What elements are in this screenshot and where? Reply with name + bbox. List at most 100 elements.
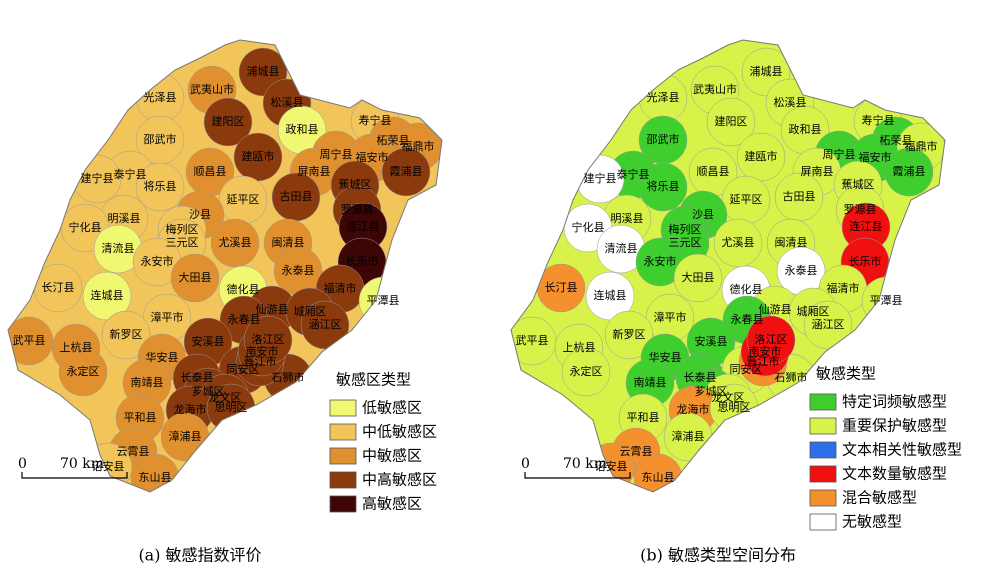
county-label: 南安市 (246, 344, 279, 358)
county-label: 永定区 (67, 364, 100, 378)
county-label: 柘荣县 (880, 133, 913, 147)
county-label: 华安县 (649, 350, 682, 364)
county-area (706, 97, 756, 147)
county-label: 屏南县 (801, 165, 834, 178)
scale-bar (524, 472, 631, 479)
county-label: 涵江区 (309, 317, 342, 331)
caption: (a) 敏感指数评价 (138, 546, 261, 565)
county-label: 福安市 (859, 150, 892, 164)
county-area (243, 315, 293, 365)
county-label: 福清市 (324, 281, 357, 295)
county-label: 上杭县 (563, 340, 596, 354)
county-label: 长乐市 (346, 254, 379, 268)
county-label: 云霄县 (117, 445, 150, 458)
legend-label: 中敏感区 (362, 447, 422, 465)
county-label: 思明区 (718, 401, 751, 414)
legend-title: 敏感类型 (816, 365, 876, 383)
map-panel (511, 40, 945, 492)
county-label: 东山县 (139, 471, 172, 484)
county-label: 梅列区 (166, 222, 199, 236)
county-label: 武夷山市 (190, 82, 234, 96)
legend-label: 文本相关性敏感型 (842, 441, 962, 459)
county-label: 仙游县 (759, 303, 792, 316)
scale-start: 0 (18, 456, 27, 472)
county-label: 寿宁县 (359, 113, 392, 127)
county-label: 同安区 (227, 362, 260, 376)
legend-label: 重要保护敏感型 (842, 417, 947, 435)
county-label: 罗源县 (844, 202, 877, 216)
county-area (638, 162, 688, 212)
legend-swatch (329, 471, 357, 489)
legend-swatch (329, 495, 357, 513)
county-label: 光泽县 (144, 90, 177, 104)
legend-swatch (809, 489, 837, 507)
county-label: 长泰县 (684, 370, 717, 384)
county-label: 永春县 (228, 312, 261, 326)
county-label: 连江县 (850, 220, 883, 233)
county-label: 宁化县 (69, 220, 102, 234)
county-label: 沙县 (189, 208, 211, 221)
county-label: 龙文区 (712, 390, 745, 404)
county-area (381, 147, 431, 197)
county-label: 大田县 (682, 270, 715, 284)
county-label: 延平区 (730, 193, 763, 206)
scale-bar (21, 472, 128, 479)
county-label: 三元区 (669, 236, 702, 249)
county-label: 云霄县 (620, 445, 653, 458)
county-label: 石狮市 (775, 370, 808, 384)
county-label: 三元区 (166, 236, 199, 249)
county-area (746, 315, 796, 365)
county-label: 蕉城区 (339, 178, 372, 191)
county-label: 顺昌县 (194, 165, 227, 178)
county-label: 永春县 (731, 312, 764, 326)
county-label: 周宁县 (823, 147, 856, 161)
county-label: 闽清县 (272, 236, 305, 249)
county-label: 长汀县 (42, 281, 75, 294)
county-label: 德化县 (730, 282, 763, 296)
legend-swatch (809, 393, 837, 411)
county-label: 华安县 (146, 350, 179, 364)
county-label: 芗城区 (192, 385, 225, 398)
legend-label: 中低敏感区 (362, 423, 437, 441)
county-label: 永安市 (141, 254, 174, 268)
county-label: 南靖县 (634, 376, 667, 389)
county-label: 宁化县 (572, 220, 605, 234)
county-label: 平潭县 (870, 294, 903, 307)
county-label: 霞浦县 (893, 165, 926, 178)
legend-swatch (809, 513, 837, 531)
province-outline (7, 39, 443, 493)
county-label: 政和县 (286, 122, 319, 136)
county-label: 仙游县 (256, 303, 289, 316)
county-label: 建阳区 (715, 114, 748, 128)
legend-label: 中高敏感区 (362, 471, 437, 489)
county-label: 沙县 (692, 208, 714, 221)
legend-swatch (809, 441, 837, 459)
county-label: 连城县 (594, 289, 627, 302)
county-label: 新罗区 (613, 327, 646, 341)
county-area (803, 300, 853, 350)
county-label: 清流县 (605, 241, 638, 255)
county-label: 邵武市 (144, 132, 177, 146)
county-label: 泰宁县 (114, 167, 147, 181)
county-label: 城厢区 (797, 305, 830, 318)
county-label: 芗城区 (695, 385, 728, 398)
county-label: 周宁县 (320, 147, 353, 161)
county-area (101, 310, 151, 360)
county-label: 诏安县 (92, 459, 125, 473)
county-label: 龙文区 (209, 390, 242, 404)
county-label: 上杭县 (60, 340, 93, 354)
county-label: 政和县 (789, 122, 822, 136)
county-label: 漳浦县 (169, 429, 202, 443)
county-label: 长泰县 (181, 370, 214, 384)
county-label: 长汀县 (545, 281, 578, 294)
province-outline (510, 39, 946, 493)
county-label: 罗源县 (341, 202, 374, 216)
legend-label: 特定词频敏感型 (842, 393, 947, 411)
county-label: 晋江市 (747, 354, 780, 368)
county-label: 龙海市 (677, 402, 710, 416)
legend-swatch (329, 447, 357, 465)
legend-swatch (329, 399, 357, 417)
county-label: 建宁县 (584, 171, 617, 185)
county-label: 福鼎市 (905, 139, 938, 153)
county-label: 顺昌县 (697, 165, 730, 178)
